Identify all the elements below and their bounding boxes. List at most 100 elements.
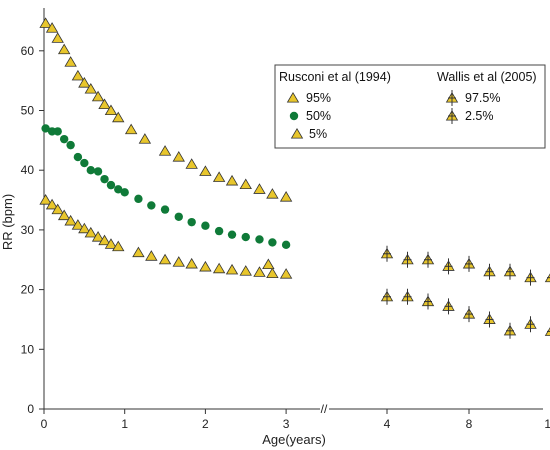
point-circle <box>86 166 96 175</box>
x-ticks: 0123481216 <box>41 409 550 431</box>
marker-series-2 <box>57 209 71 221</box>
legend-label-2-5: 2.5% <box>465 109 494 123</box>
marker-series-0 <box>225 174 239 186</box>
marker-series-4 <box>483 311 496 328</box>
marker-series-2 <box>199 260 212 272</box>
marker-series-3 <box>380 245 394 262</box>
point-circle <box>80 158 89 168</box>
x-axis-break-marker: // <box>321 402 328 416</box>
point-circle <box>114 185 123 194</box>
point-triangle-up <box>57 209 71 221</box>
point-triangle-up <box>138 133 152 144</box>
marker-series-1 <box>174 212 183 221</box>
marker-series-2 <box>51 203 64 215</box>
marker-series-0 <box>185 158 198 169</box>
marker-series-0 <box>57 43 71 55</box>
marker-series-2 <box>212 262 226 274</box>
y-tick-label: 20 <box>21 283 35 297</box>
marker-series-2 <box>239 265 252 276</box>
marker-series-2 <box>158 253 172 265</box>
x-tick-label: 0 <box>41 417 48 431</box>
y-tick-label: 40 <box>21 163 35 177</box>
marker-series-0 <box>78 77 91 88</box>
point-triangle-up <box>98 98 111 110</box>
x-tick-label: 4 <box>384 417 391 431</box>
marker-series-0 <box>124 123 138 135</box>
point-triangle-up <box>84 82 98 94</box>
legend-box <box>274 64 546 149</box>
marker-series-0 <box>91 90 105 102</box>
point-circle <box>241 232 250 242</box>
marker-series-1 <box>41 124 50 133</box>
marker-series-0 <box>112 111 125 123</box>
point-circle <box>187 217 196 227</box>
series-0 <box>39 17 293 202</box>
marker-series-1 <box>241 232 250 242</box>
marker-series-0 <box>253 183 266 194</box>
marker-series-1 <box>201 221 210 230</box>
point-circle <box>93 167 103 176</box>
point-triangle-up <box>253 266 266 277</box>
legend-group2-title: Wallis et al (2005) <box>437 70 537 84</box>
marker-series-0 <box>158 145 172 156</box>
y-tick-label: 10 <box>21 342 35 356</box>
marker-series-0 <box>138 133 152 144</box>
marker-series-3 <box>544 273 550 283</box>
point-circle <box>100 174 109 184</box>
point-circle <box>289 111 299 121</box>
legend-label-50: 50% <box>306 109 331 123</box>
point-triangle-up <box>239 265 252 276</box>
marker-series-2 <box>172 256 185 267</box>
marker-series-4 <box>421 293 435 310</box>
marker-series-0 <box>84 82 98 94</box>
point-triangle-up <box>172 151 185 162</box>
y-tick-label: 30 <box>21 223 35 237</box>
point-triangle-up <box>266 267 279 279</box>
legend: Rusconi et al (1994) Wallis et al (2005)… <box>274 64 546 149</box>
point-triangle-up <box>39 17 52 28</box>
point-triangle-up <box>172 256 185 267</box>
marker-series-4 <box>442 298 455 315</box>
marker-series-1 <box>187 217 196 227</box>
marker-series-1 <box>93 167 103 176</box>
legend-markers <box>286 90 459 139</box>
point-circle <box>281 240 291 250</box>
point-circle <box>134 194 143 204</box>
marker-series-1 <box>268 238 277 247</box>
point-triangle-up <box>279 268 293 279</box>
point-triangle-up <box>253 183 266 194</box>
marker-series-2 <box>84 226 98 238</box>
x-tick-label: 2 <box>202 417 209 431</box>
marker-series-0 <box>104 104 118 116</box>
x-tick-label: 1 <box>121 417 128 431</box>
marker-series-2 <box>132 246 145 258</box>
point-circle <box>174 212 183 221</box>
point-triangle-up <box>145 250 158 261</box>
marker-series-3 <box>483 263 496 280</box>
legend-label-97-5: 97.5% <box>465 91 500 105</box>
point-triangle-up <box>158 145 172 156</box>
x-tick-label: 8 <box>466 417 473 431</box>
marker-series-2 <box>78 222 91 234</box>
marker-legend-95 <box>286 91 300 103</box>
point-triangle-up <box>266 188 279 199</box>
marker-series-1 <box>106 180 116 190</box>
point-triangle-up <box>51 203 64 215</box>
point-triangle-up <box>39 194 52 205</box>
point-triangle-up <box>286 91 300 103</box>
point-circle <box>59 134 69 144</box>
point-triangle-up <box>199 260 212 272</box>
marker-series-0 <box>39 17 52 28</box>
marker-series-2 <box>98 234 111 246</box>
point-circle <box>73 152 83 162</box>
marker-series-0 <box>279 191 293 202</box>
point-triangle-up <box>158 253 172 265</box>
point-circle <box>268 238 277 247</box>
marker-series-2 <box>104 238 118 249</box>
point-triangle-up <box>91 231 105 242</box>
marker-legend-97-5 <box>445 90 459 106</box>
y-axis-label: RR (bpm) <box>0 194 15 250</box>
point-triangle-up <box>78 77 91 88</box>
marker-series-1 <box>73 152 83 162</box>
point-triangle-up <box>91 90 105 102</box>
